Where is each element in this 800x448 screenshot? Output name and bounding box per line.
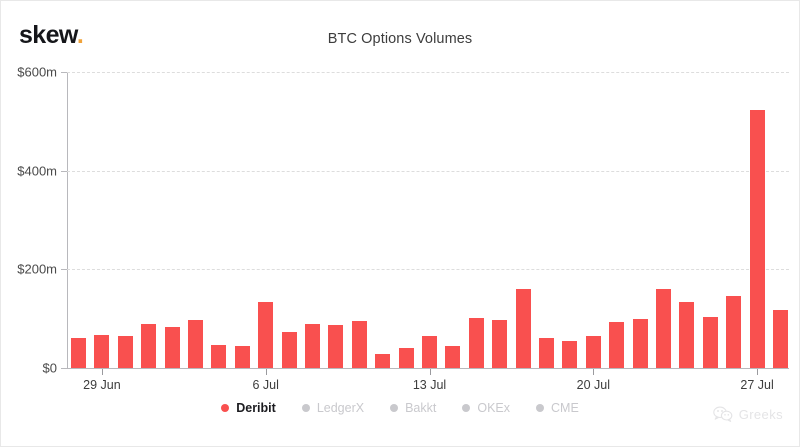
y-axis-tick-label: $600m bbox=[17, 64, 57, 80]
x-axis-tick-mark bbox=[101, 369, 103, 375]
legend-item-okex[interactable]: OKEx bbox=[462, 401, 510, 415]
bar[interactable] bbox=[609, 321, 625, 368]
legend-swatch-icon bbox=[221, 404, 230, 412]
bar[interactable] bbox=[234, 345, 250, 368]
x-axis-tick-label: 27 Jul bbox=[740, 378, 774, 392]
y-axis-tick-label: $200m bbox=[17, 261, 57, 277]
gridline bbox=[67, 72, 789, 73]
bar[interactable] bbox=[188, 320, 203, 368]
bar[interactable] bbox=[117, 336, 133, 368]
y-axis-tick-mark bbox=[61, 170, 67, 172]
y-axis-labels: $0 $200m $400m $600m bbox=[1, 1, 57, 448]
x-axis-tick-mark bbox=[429, 369, 431, 375]
bar[interactable] bbox=[398, 348, 414, 368]
bar[interactable] bbox=[773, 309, 788, 368]
bar[interactable] bbox=[445, 345, 461, 368]
page-title: BTC Options Volumes bbox=[327, 31, 473, 47]
legend: Deribit LedgerX Bakkt OKEx CME bbox=[1, 401, 799, 415]
bar[interactable] bbox=[632, 319, 648, 368]
gridline bbox=[67, 269, 789, 271]
legend-label: Bakkt bbox=[405, 401, 437, 415]
y-axis-tick-label: $0 bbox=[42, 360, 57, 376]
bar[interactable] bbox=[422, 336, 437, 368]
x-axis-tick-mark bbox=[757, 369, 759, 375]
y-axis-tick-mark bbox=[61, 269, 67, 271]
legend-swatch-icon bbox=[301, 404, 310, 412]
gridline bbox=[67, 170, 789, 172]
x-axis-tick-label: 29 Jun bbox=[83, 378, 121, 392]
bar[interactable] bbox=[375, 354, 391, 368]
brand-logo: skew. bbox=[19, 21, 84, 49]
bar[interactable] bbox=[562, 341, 578, 368]
bar[interactable] bbox=[164, 327, 180, 368]
legend-label: OKEx bbox=[477, 401, 510, 415]
bar[interactable] bbox=[702, 317, 718, 368]
y-axis-tick-mark bbox=[61, 368, 67, 369]
brand-dot: . bbox=[76, 21, 84, 49]
bar[interactable] bbox=[492, 319, 508, 368]
legend-item-ledgerx[interactable]: LedgerX bbox=[301, 401, 365, 415]
x-axis-tick-mark bbox=[593, 369, 595, 375]
legend-item-cme[interactable]: CME bbox=[536, 401, 579, 415]
bar[interactable] bbox=[94, 335, 110, 368]
watermark: Greeks bbox=[712, 406, 783, 422]
bar[interactable] bbox=[749, 110, 765, 368]
bar[interactable] bbox=[656, 289, 671, 368]
x-axis-tick-mark bbox=[265, 369, 267, 375]
legend-label: LedgerX bbox=[316, 401, 365, 415]
bar[interactable] bbox=[141, 323, 157, 368]
y-axis-line bbox=[67, 72, 68, 369]
brand-name: skew bbox=[19, 21, 77, 49]
legend-swatch-icon bbox=[390, 404, 399, 412]
legend-swatch-icon bbox=[536, 404, 544, 412]
bar[interactable] bbox=[305, 324, 320, 368]
wechat-icon bbox=[712, 406, 733, 422]
legend-swatch-icon bbox=[462, 404, 471, 412]
bar[interactable] bbox=[351, 320, 367, 368]
legend-item-bakkt[interactable]: Bakkt bbox=[390, 401, 436, 415]
bar[interactable] bbox=[679, 301, 695, 368]
legend-item-deribit[interactable]: Deribit bbox=[221, 401, 276, 415]
x-axis-tick-label: 6 Jul bbox=[252, 378, 279, 392]
bar[interactable] bbox=[539, 337, 554, 368]
bar[interactable] bbox=[258, 302, 274, 368]
bar[interactable] bbox=[726, 295, 742, 368]
legend-label: CME bbox=[551, 401, 579, 415]
legend-label: Deribit bbox=[236, 401, 276, 415]
bar[interactable] bbox=[281, 331, 297, 368]
x-axis-tick-label: 20 Jul bbox=[576, 378, 610, 392]
bar[interactable] bbox=[515, 289, 531, 368]
bar[interactable] bbox=[211, 345, 227, 368]
y-axis-tick-label: $400m bbox=[17, 163, 57, 179]
x-axis-tick-label: 13 Jul bbox=[412, 378, 447, 392]
y-axis-tick-mark bbox=[61, 72, 67, 73]
bar[interactable] bbox=[328, 324, 344, 368]
bar[interactable] bbox=[468, 318, 484, 368]
bar[interactable] bbox=[71, 338, 86, 368]
x-axis-line bbox=[67, 368, 789, 369]
plot-area bbox=[67, 72, 789, 368]
watermark-label: Greeks bbox=[738, 406, 783, 422]
bar[interactable] bbox=[585, 335, 601, 368]
